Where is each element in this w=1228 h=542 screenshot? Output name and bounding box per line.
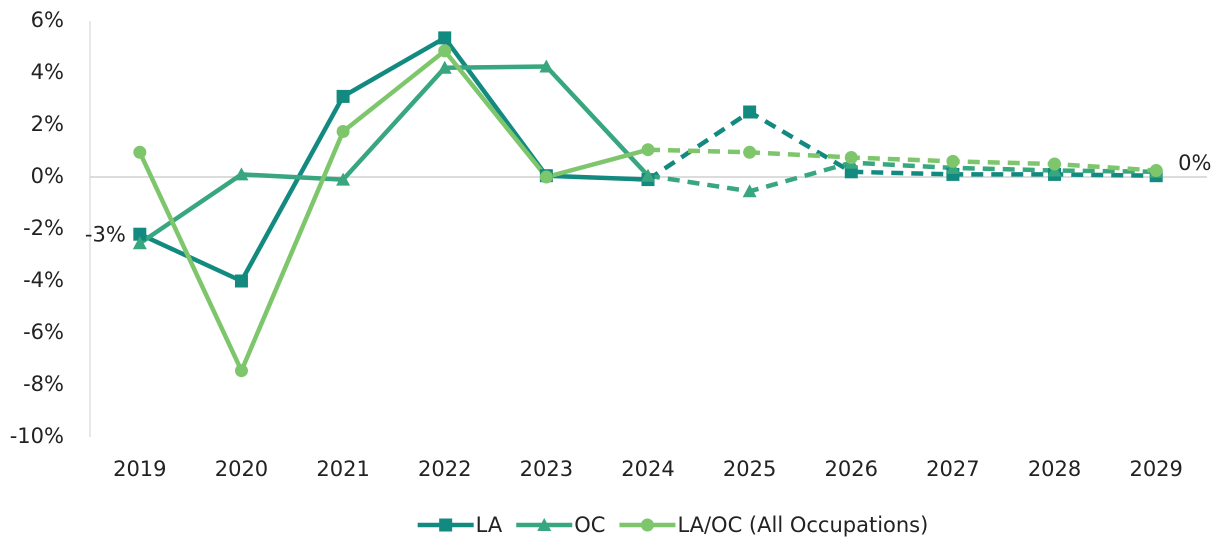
forecast-line (647, 160, 1157, 194)
x-tick-label: 2022 (418, 457, 471, 481)
marker (439, 518, 453, 532)
marker (537, 518, 552, 531)
forecast-line (647, 147, 1157, 173)
x-tick-label: 2023 (520, 457, 573, 481)
series-line (137, 48, 649, 373)
marker (336, 125, 350, 138)
marker (437, 60, 452, 74)
y-tick-label: 6% (31, 8, 64, 32)
marker (133, 227, 147, 241)
y-tick-label: 4% (31, 60, 64, 84)
marker (132, 236, 147, 250)
marker (844, 151, 858, 164)
y-tick-label: -4% (23, 268, 64, 292)
data-label: 0% (1178, 151, 1211, 175)
marker (336, 89, 350, 103)
marker (640, 518, 654, 532)
marker (641, 143, 655, 157)
marker (133, 145, 147, 159)
x-tick-label: 2025 (723, 457, 776, 481)
y-tick-label: 0% (31, 164, 64, 188)
x-tick-label: 2019 (113, 457, 166, 481)
marker (234, 167, 249, 181)
x-tick-label: 2024 (621, 457, 674, 481)
legend-label: LA/OC (All Occupations) (677, 513, 928, 537)
x-tick-label: 2027 (926, 457, 979, 481)
legend: LA OC LA/OC (All Occupations) (417, 513, 928, 537)
x-tick-label: 2028 (1028, 457, 1081, 481)
series-line (138, 64, 650, 246)
y-tick-label: 2% (31, 112, 64, 136)
x-tick-label: 2029 (1129, 457, 1182, 481)
y-tick-label: -6% (23, 320, 64, 344)
y-tick-label: -2% (23, 216, 64, 240)
legend-label: OC (574, 513, 605, 537)
marker (539, 59, 554, 73)
x-tick-label: 2026 (825, 457, 878, 481)
forecast-line (646, 109, 1157, 182)
legend-label: LA (476, 513, 503, 537)
marker (743, 145, 757, 159)
marker (336, 172, 351, 186)
marker (1149, 164, 1163, 177)
marker (234, 364, 248, 378)
y-tick-label: -8% (23, 372, 64, 396)
series-line (138, 35, 649, 284)
y-tick-label: -10% (10, 424, 64, 448)
marker (743, 105, 757, 119)
data-label: -3% (85, 222, 126, 246)
marker (539, 170, 553, 184)
x-tick-label: 2021 (316, 457, 369, 481)
x-tick-label: 2020 (215, 457, 268, 481)
marker (234, 274, 248, 288)
marker (641, 168, 655, 182)
marker (438, 31, 452, 45)
marker (946, 154, 960, 168)
marker (1048, 157, 1062, 171)
marker (438, 44, 452, 58)
marker (742, 184, 757, 198)
